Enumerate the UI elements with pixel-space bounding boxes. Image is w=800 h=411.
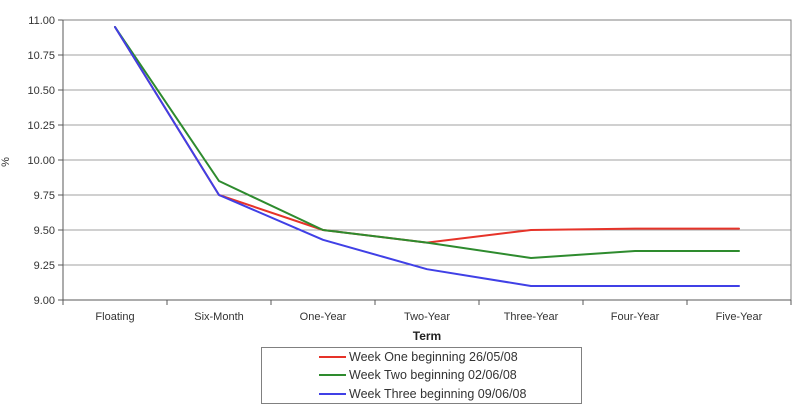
x-category-label: Two-Year [404,311,450,323]
legend-label: Week Two beginning 02/06/08 [349,368,517,383]
series-line-2 [114,26,740,259]
series-line-1 [114,26,740,244]
series-line-3 [114,26,740,287]
x-category-label: Four-Year [611,311,660,323]
y-tick-label: 10.25 [27,120,55,132]
y-tick-label: 9.25 [34,260,55,272]
y-tick-label: 11.00 [28,15,55,27]
y-tick-label: 9.00 [34,295,55,307]
x-category-label: Three-Year [504,311,559,323]
y-tick-label: 9.50 [34,225,55,237]
legend-label: Week One beginning 26/05/08 [349,350,518,365]
legend-item: Week Two beginning 02/06/08 [319,366,517,384]
y-tick-label: 10.75 [27,50,55,62]
y-tick-label: 10.50 [27,85,55,97]
legend-line-marker-week-one [319,356,346,359]
legend-line-marker-week-two [319,374,346,377]
line-chart-plot: 9.00 9.25 9.50 9.75 10.00 10.25 10.50 10.75 11.0… [27,15,792,323]
x-axis-title: Term [412,329,442,343]
legend-item: Week One beginning 26/05/08 [319,348,518,366]
x-category-label: Floating [95,311,134,323]
y-tick-label: 10.00 [27,155,55,167]
y-axis-title: % [0,157,12,167]
x-category-label: Five-Year [716,311,763,323]
x-category-label: Six-Month [194,311,244,323]
legend-item: Week Three beginning 09/06/08 [319,385,526,403]
legend: Week One beginning 26/05/08 Week Two beg… [261,347,582,404]
y-tick-label: 9.75 [34,190,55,202]
legend-line-marker-week-three [319,392,346,395]
legend-label: Week Three beginning 09/06/08 [349,386,527,401]
x-category-label: One-Year [300,311,347,323]
